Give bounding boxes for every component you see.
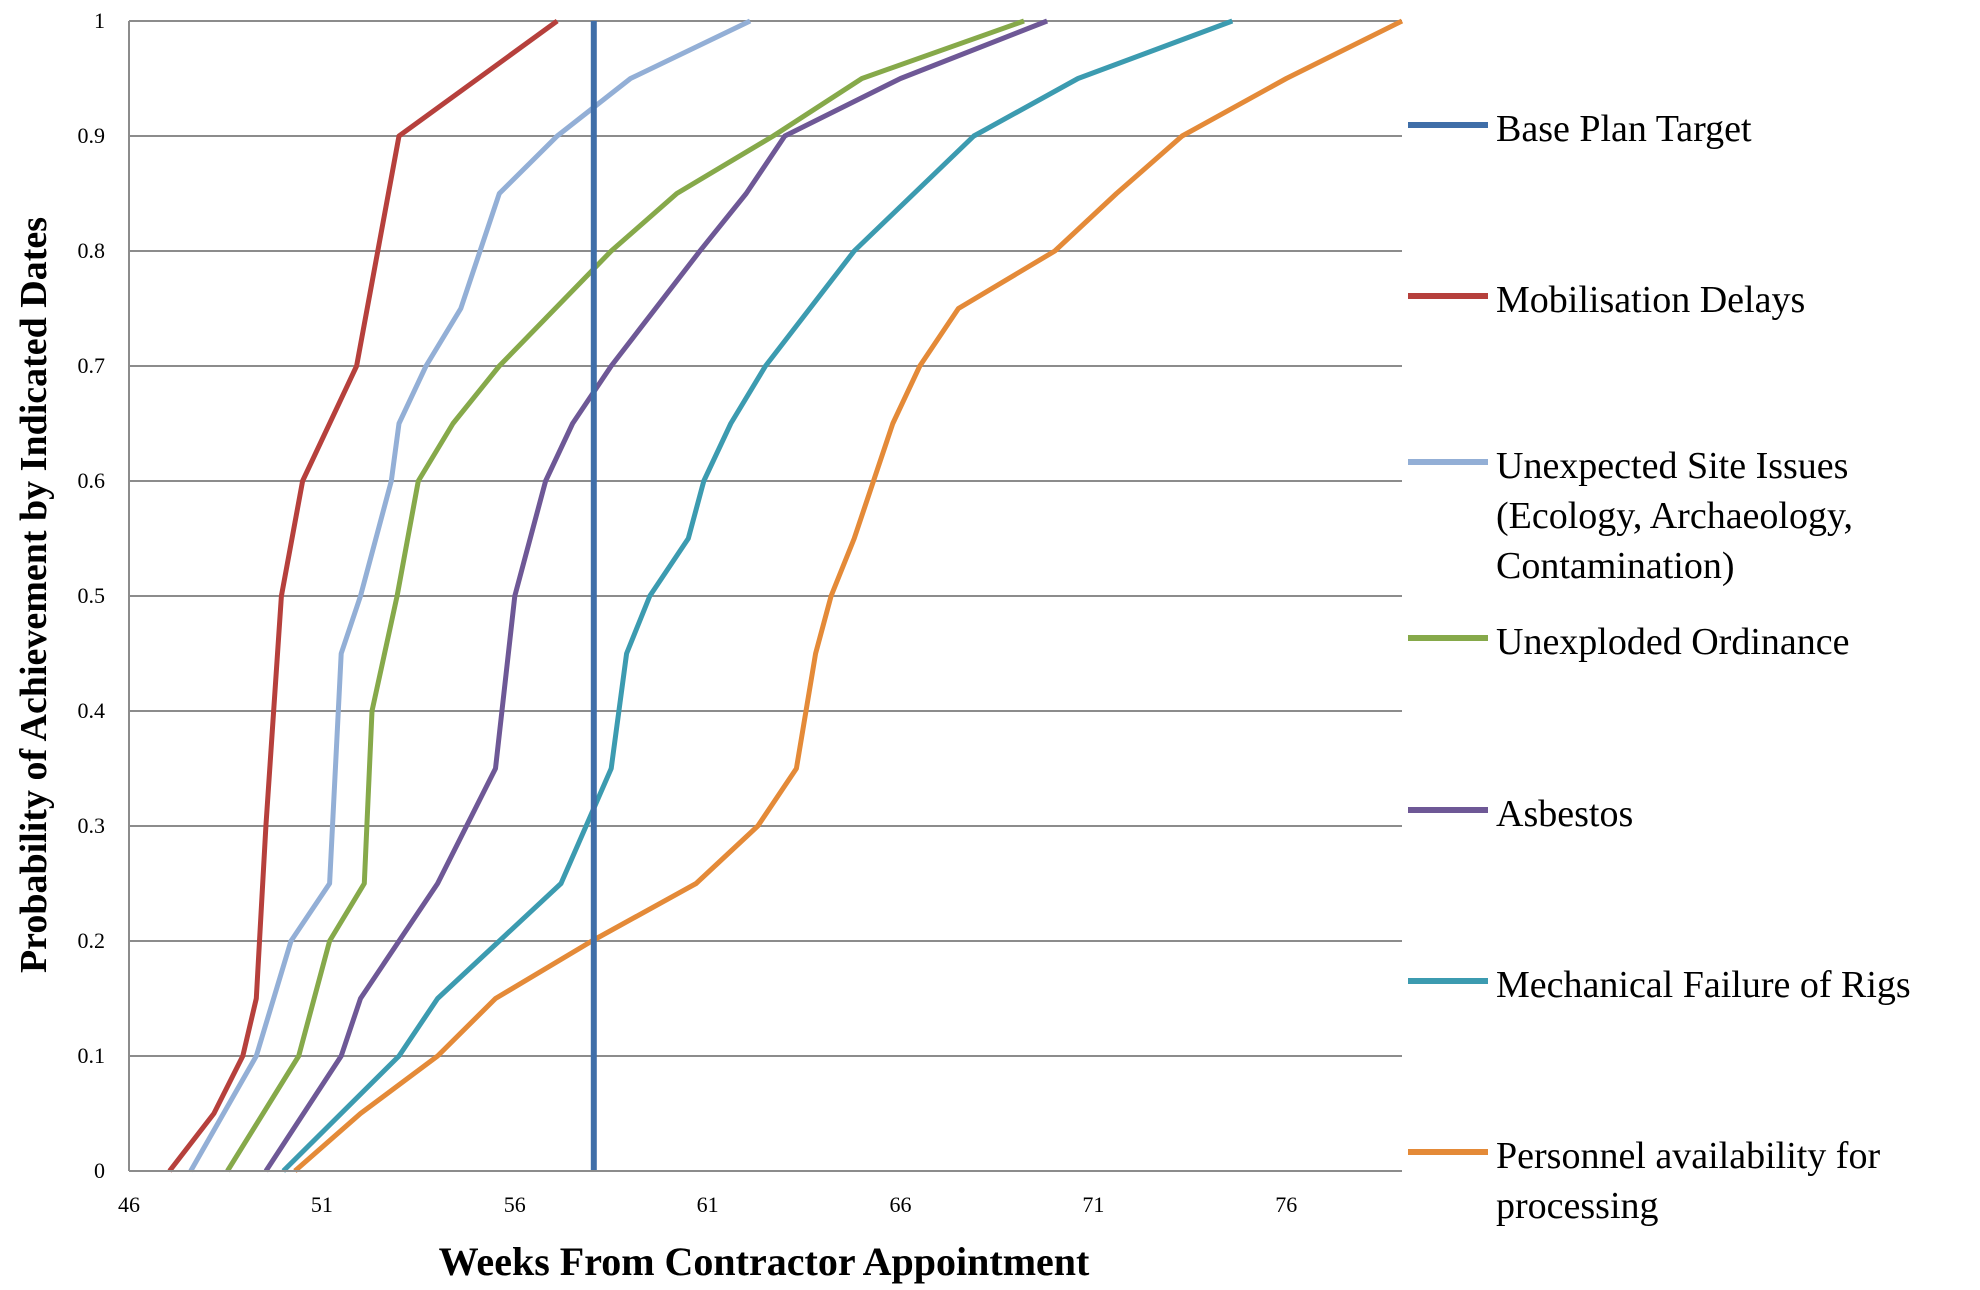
y-tick-label: 0.9 bbox=[78, 123, 106, 148]
y-tick-labels: 0 0.1 0.2 0.3 0.4 0.5 0.6 0.7 0.8 0.9 1 bbox=[78, 8, 106, 1183]
x-tick-label: 46 bbox=[118, 1192, 140, 1217]
legend: Base Plan Target Mobilisation Delays Unexp… bbox=[1408, 0, 1978, 1290]
x-tick-label: 61 bbox=[697, 1192, 719, 1217]
series-line-mobilisation-delays bbox=[167, 18, 559, 1173]
legend-label: Mobilisation Delays bbox=[1496, 279, 1806, 321]
x-tick-label: 76 bbox=[1275, 1192, 1297, 1217]
legend-swatch bbox=[1408, 293, 1488, 299]
gridlines bbox=[129, 20, 1402, 1172]
x-tick-labels: 46 51 56 61 66 71 76 bbox=[118, 1192, 1297, 1217]
series-line-personnel-availability-for-processing bbox=[293, 18, 1404, 1173]
legend-item: Mechanical Failure of Rigs bbox=[1408, 960, 1976, 1010]
x-axis-title: Weeks From Contractor Appointment bbox=[439, 1239, 1090, 1284]
series-line-unexploded-ordinance bbox=[225, 18, 1025, 1173]
legend-label: Unexploded Ordinance bbox=[1496, 621, 1850, 663]
x-tick-label: 71 bbox=[1082, 1192, 1104, 1217]
legend-item: Base Plan Target bbox=[1408, 104, 1976, 154]
series-line-unexpected-site-issues-ecology-archaeology-contamination bbox=[188, 18, 752, 1173]
y-tick-label: 0 bbox=[94, 1158, 105, 1183]
legend-item: Personnel availability for processing bbox=[1408, 1131, 1966, 1231]
legend-item: Mobilisation Delays bbox=[1408, 275, 1976, 325]
y-tick-label: 0.3 bbox=[78, 813, 106, 838]
legend-swatch bbox=[1408, 635, 1488, 641]
y-tick-label: 0.1 bbox=[78, 1043, 106, 1068]
y-tick-label: 0.2 bbox=[78, 928, 106, 953]
series-line-asbestos bbox=[263, 18, 1049, 1173]
y-tick-label: 0.6 bbox=[78, 468, 106, 493]
legend-swatch bbox=[1408, 122, 1488, 128]
legend-label: Personnel availability for processing bbox=[1496, 1135, 1881, 1227]
legend-swatch bbox=[1408, 459, 1488, 465]
legend-label: Asbestos bbox=[1496, 793, 1634, 835]
y-tick-label: 0.5 bbox=[78, 583, 106, 608]
legend-label: Unexpected Site Issues (Ecology, Archaeo… bbox=[1496, 445, 1854, 587]
legend-item: Asbestos bbox=[1408, 789, 1976, 839]
legend-swatch bbox=[1408, 807, 1488, 813]
legend-item: Unexpected Site Issues (Ecology, Archaeo… bbox=[1408, 441, 1936, 591]
legend-item: Unexploded Ordinance bbox=[1408, 617, 1976, 667]
y-axis-title: Probability of Achievement by Indicated … bbox=[13, 217, 55, 973]
x-tick-label: 51 bbox=[311, 1192, 333, 1217]
legend-swatch bbox=[1408, 978, 1488, 984]
legend-label: Base Plan Target bbox=[1496, 108, 1752, 150]
y-tick-label: 0.7 bbox=[78, 353, 106, 378]
series-lines bbox=[167, 18, 1404, 1173]
axes bbox=[128, 21, 1402, 1172]
series-line-mechanical-failure-of-rigs bbox=[281, 18, 1234, 1173]
x-tick-label: 56 bbox=[504, 1192, 526, 1217]
legend-label: Mechanical Failure of Rigs bbox=[1496, 964, 1911, 1006]
y-tick-label: 0.4 bbox=[78, 698, 106, 723]
y-tick-label: 0.8 bbox=[78, 238, 106, 263]
legend-swatch bbox=[1408, 1149, 1488, 1155]
x-tick-label: 66 bbox=[890, 1192, 912, 1217]
y-tick-label: 1 bbox=[94, 8, 105, 33]
